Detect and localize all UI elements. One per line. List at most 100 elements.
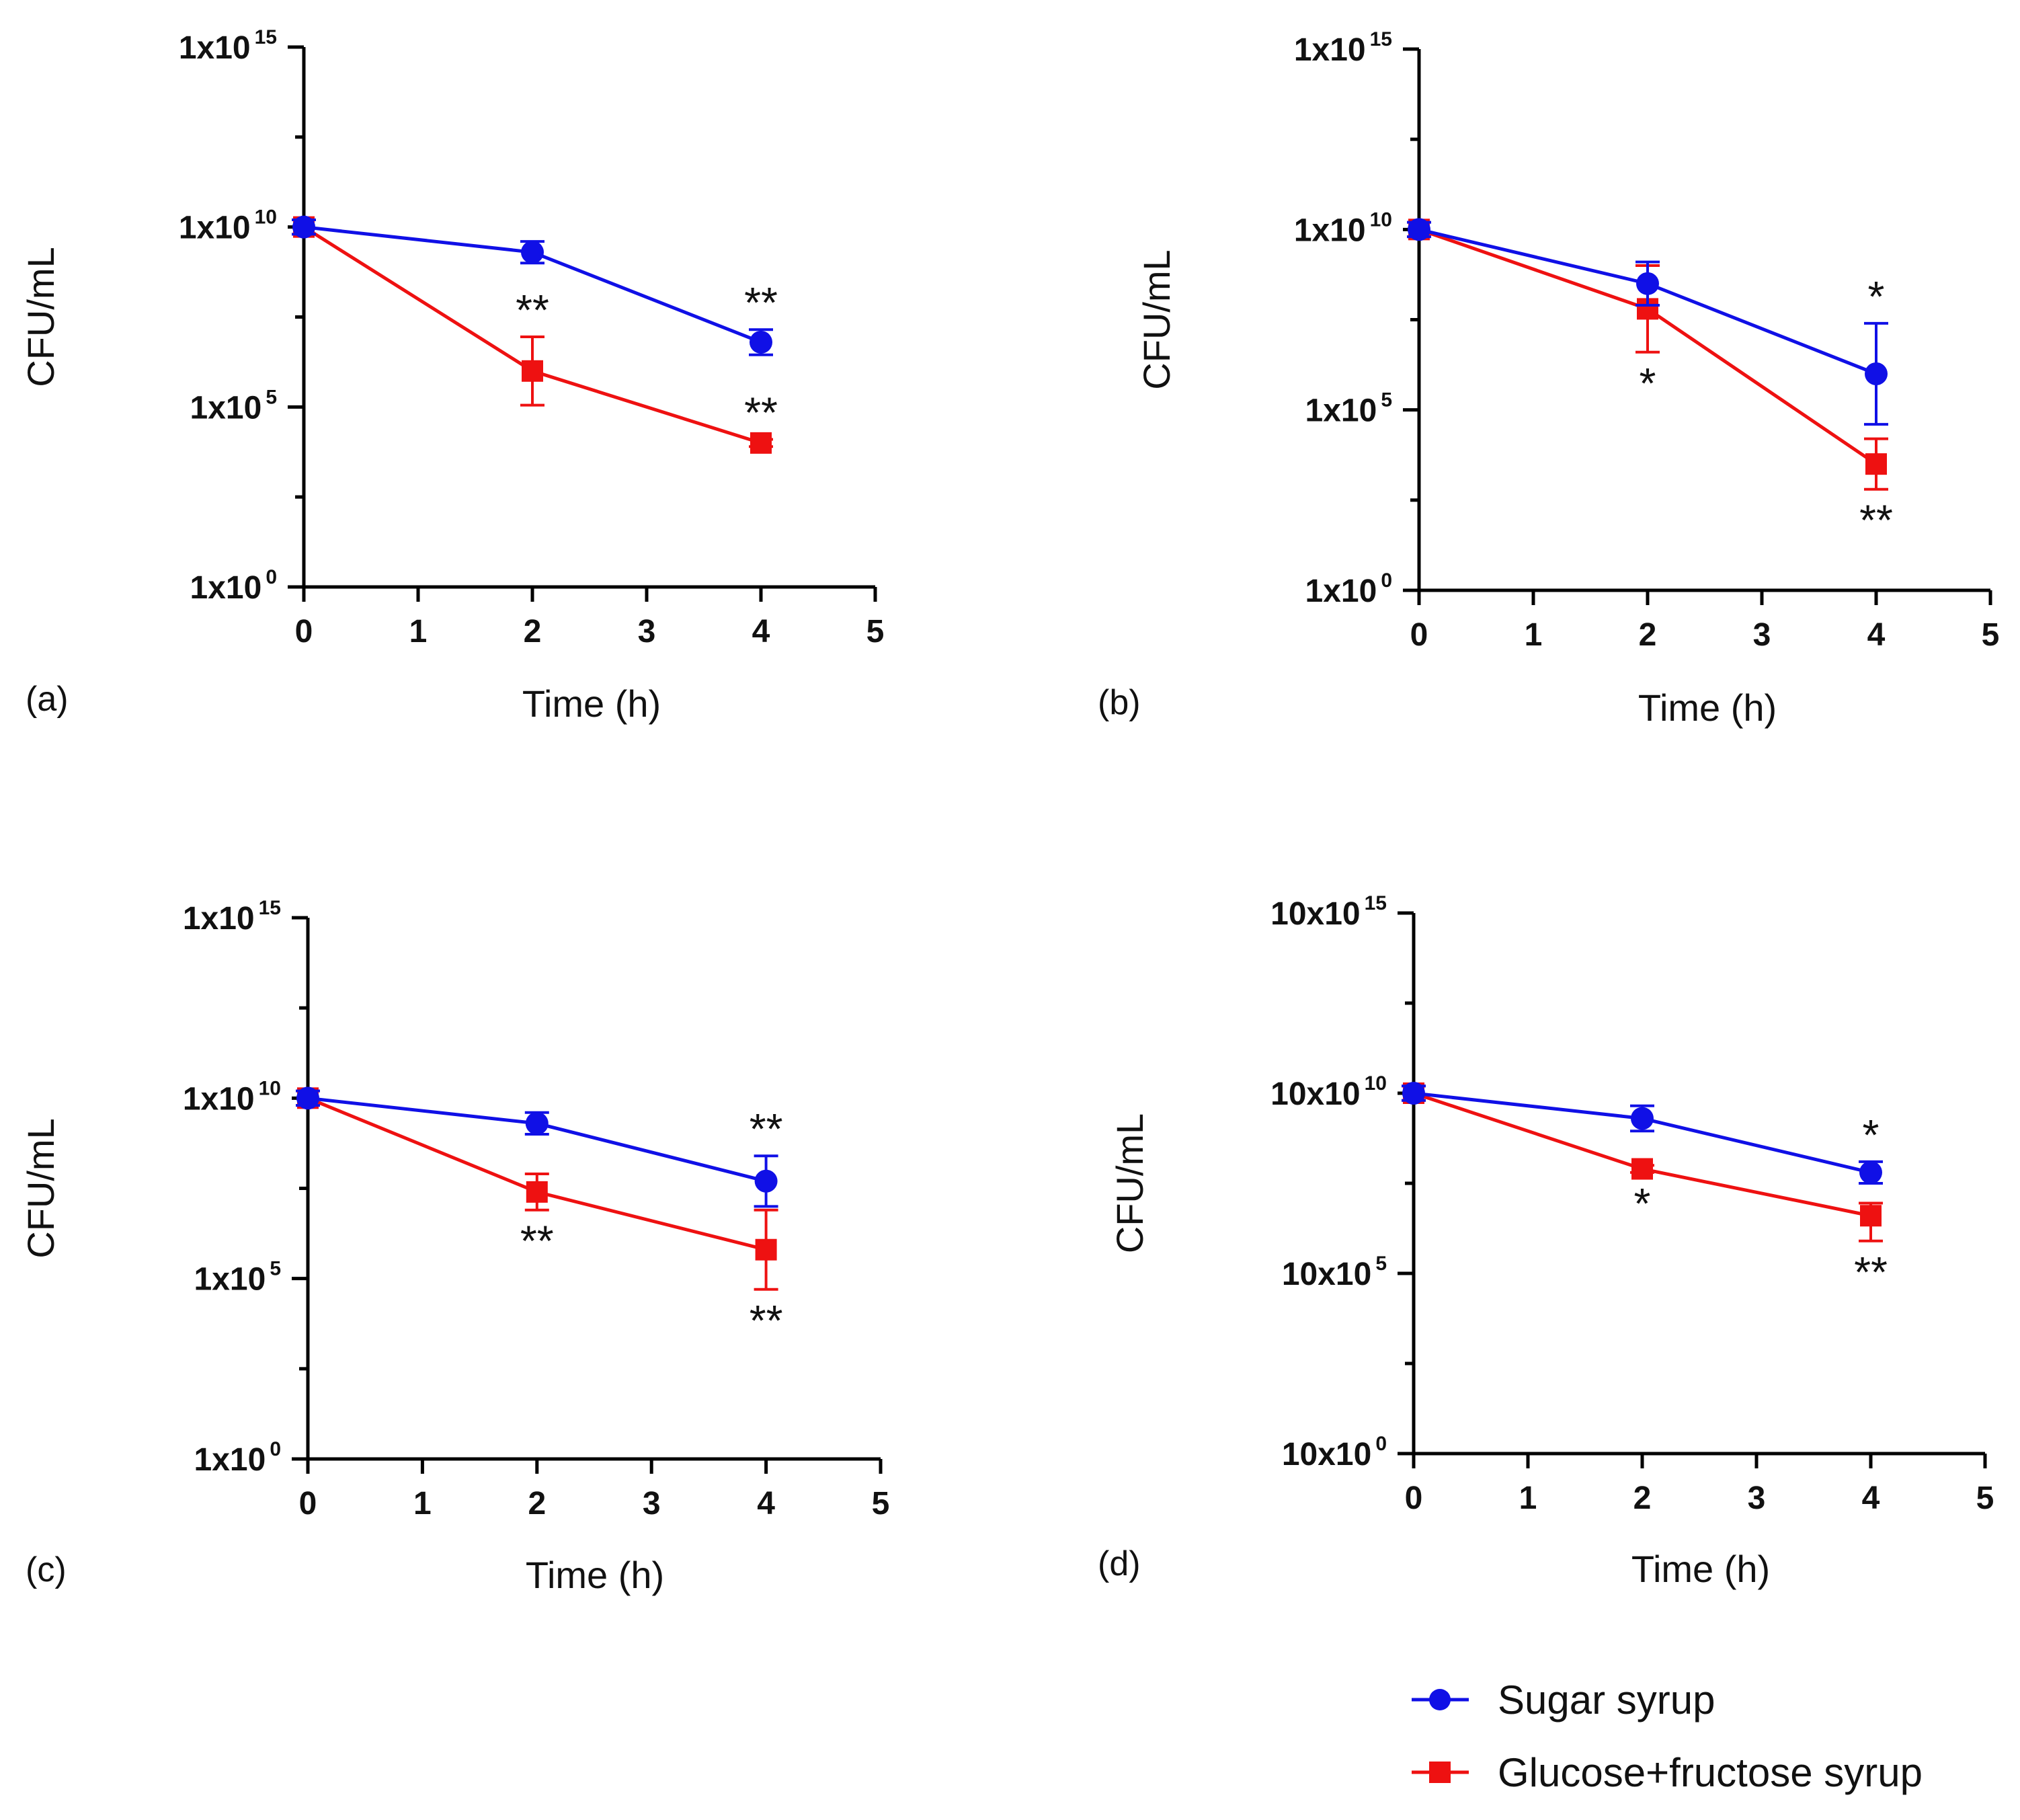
legend-label-sugar-syrup: Sugar syrup [1498, 1677, 1715, 1723]
x-axis-title: Time (h) [526, 1554, 664, 1596]
data-point-circle [292, 215, 315, 239]
legend: Sugar syrup Glucose+fructose syrup [1412, 1677, 1923, 1795]
x-tick-label: 1 [1525, 617, 1543, 653]
y-axis-title: CFU/mL [1108, 1113, 1151, 1253]
x-tick-label: 1 [409, 614, 428, 649]
data-point-circle [754, 1169, 778, 1193]
x-tick-label: 5 [872, 1486, 890, 1521]
data-point-circle [1865, 362, 1888, 385]
data-point-circle [750, 330, 772, 354]
significance-label: * [1640, 359, 1656, 407]
x-tick-label: 5 [1976, 1480, 1994, 1516]
x-tick-label: 3 [1748, 1480, 1766, 1516]
y-tick-label: 10x10 15 [1270, 892, 1387, 932]
chart-panels: 0 1 2 3 4 5 1x10 0 1x10 5 1x10 10 1x10 15 Time (h) CFU/… [19, 26, 1999, 1596]
y-tick-label: 1x10 10 [1294, 208, 1392, 248]
y-tick-label: 1x10 0 [194, 1438, 281, 1478]
x-tick-label: 2 [1633, 1480, 1652, 1516]
data-point-circle [1859, 1160, 1882, 1184]
significance-label: ** [520, 1217, 554, 1265]
data-point-circle [525, 1111, 549, 1135]
data-point-square [1860, 1205, 1882, 1227]
series-sugar-syrup: ** [296, 1086, 783, 1208]
y-tick-label: 1x10 10 [179, 206, 277, 246]
data-point-circle [1408, 218, 1430, 241]
y-tick-label: 1x10 5 [1305, 389, 1392, 429]
legend-item-glucose-fructose-syrup: Glucose+fructose syrup [1412, 1750, 1923, 1795]
legend-marker-circle [1429, 1689, 1451, 1710]
y-tick-label: 1x10 10 [183, 1077, 281, 1117]
legend-marker-square [1429, 1762, 1451, 1783]
x-tick-label: 0 [1410, 617, 1428, 653]
y-tick-label: 10x10 0 [1282, 1433, 1387, 1472]
x-tick-label: 0 [295, 614, 313, 649]
significance-label: ** [516, 286, 549, 334]
panel-label: (a) [26, 680, 69, 719]
x-tick-label: 2 [524, 614, 542, 649]
x-axis-title: Time (h) [1631, 1548, 1770, 1590]
significance-label: ** [744, 389, 778, 437]
chart-panel-2: 0 1 2 3 4 5 1x10 0 1x10 5 1x10 10 1x10 15 Time (h) CFU/… [1098, 28, 1999, 729]
data-point-square [1631, 1158, 1653, 1180]
x-tick-label: 4 [1867, 617, 1886, 653]
significance-label: ** [750, 1105, 783, 1153]
x-tick-label: 2 [1639, 617, 1657, 653]
x-tick-label: 1 [413, 1486, 432, 1521]
data-point-circle [1636, 272, 1659, 295]
y-tick-label: 1x10 15 [179, 26, 277, 66]
significance-label: * [1868, 272, 1885, 321]
data-point-square [522, 360, 543, 382]
x-tick-label: 1 [1519, 1480, 1537, 1516]
panel-label: (d) [1098, 1544, 1141, 1583]
y-tick-label: 1x10 5 [190, 386, 277, 426]
x-tick-label: 4 [752, 614, 770, 649]
y-axis-title: CFU/mL [19, 1118, 62, 1258]
series-sugar-syrup: * [1402, 1082, 1883, 1185]
y-tick-label: 10x10 5 [1282, 1253, 1387, 1292]
series-sugar-syrup: ** [292, 215, 778, 356]
panel-label: (b) [1098, 683, 1141, 722]
chart-panel-3: 0 1 2 3 4 5 1x10 0 1x10 5 1x10 10 1x10 15 Time (h) CFU/… [19, 897, 889, 1596]
x-tick-label: 3 [643, 1486, 661, 1521]
significance-label: ** [750, 1296, 783, 1345]
significance-label: * [1634, 1179, 1651, 1228]
series-sugar-syrup: * [1407, 218, 1888, 426]
data-point-square [526, 1181, 548, 1203]
panel-label: (c) [26, 1550, 67, 1589]
y-axis-title: CFU/mL [1135, 249, 1178, 389]
data-point-circle [296, 1086, 319, 1110]
significance-label: * [1863, 1111, 1880, 1159]
x-tick-label: 3 [1753, 617, 1771, 653]
x-tick-label: 2 [528, 1486, 546, 1521]
y-tick-label: 1x10 15 [1294, 28, 1392, 68]
data-point-circle [521, 241, 544, 264]
x-tick-label: 4 [757, 1486, 775, 1521]
x-tick-label: 4 [1862, 1480, 1880, 1516]
chart-panel-4: 0 1 2 3 4 5 10x10 0 10x10 5 10x10 10 10x10 15 Time (h)… [1098, 892, 1994, 1590]
y-tick-label: 1x10 0 [190, 566, 277, 606]
y-tick-label: 1x10 5 [194, 1258, 281, 1298]
data-point-circle [1402, 1082, 1425, 1105]
data-point-circle [1631, 1107, 1654, 1130]
significance-label: ** [1854, 1248, 1888, 1296]
x-tick-label: 3 [638, 614, 656, 649]
y-tick-label: 1x10 15 [183, 897, 281, 937]
legend-label-glucose-fructose-syrup: Glucose+fructose syrup [1498, 1750, 1923, 1795]
y-axis-title: CFU/mL [19, 247, 62, 387]
series-line [307, 1096, 767, 1183]
x-tick-label: 5 [1982, 617, 2000, 653]
y-tick-label: 1x10 0 [1305, 569, 1392, 609]
x-tick-label: 0 [1405, 1480, 1423, 1516]
chart-panel-1: 0 1 2 3 4 5 1x10 0 1x10 5 1x10 10 1x10 15 Time (h) CFU/… [19, 26, 884, 725]
data-point-square [1865, 453, 1887, 475]
y-tick-label: 10x10 10 [1270, 1072, 1387, 1112]
x-tick-label: 5 [866, 614, 885, 649]
data-point-square [750, 432, 772, 454]
data-point-square [755, 1238, 777, 1261]
x-tick-label: 0 [299, 1486, 317, 1521]
x-axis-title: Time (h) [1638, 686, 1777, 729]
significance-label: ** [1859, 496, 1893, 545]
x-axis-title: Time (h) [522, 682, 661, 725]
series-glucose-fructose-syrup: *** [1407, 219, 1893, 545]
